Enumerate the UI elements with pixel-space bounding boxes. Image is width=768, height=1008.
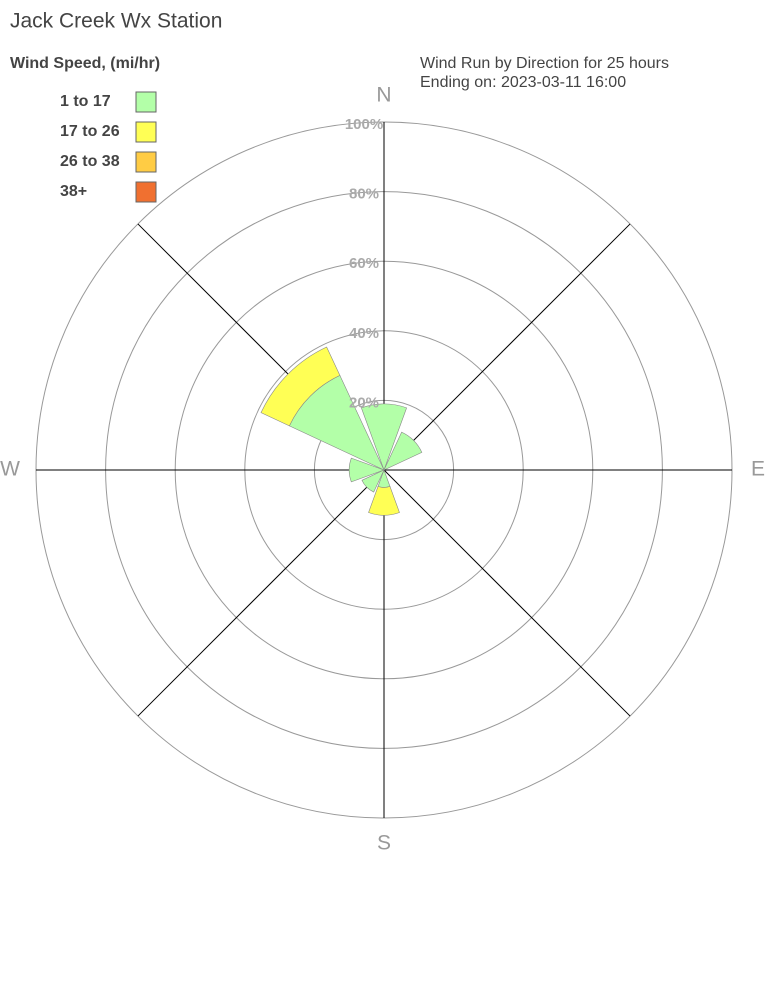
legend-swatch bbox=[135, 121, 157, 143]
legend-label: 17 to 26 bbox=[60, 123, 120, 140]
legend-swatch bbox=[135, 181, 157, 203]
ring-label: 100% bbox=[345, 116, 383, 133]
ring-label: 20% bbox=[349, 394, 379, 411]
subtitle: Wind Run by Direction for 25 hours bbox=[420, 55, 669, 72]
spoke bbox=[383, 469, 631, 717]
spoke bbox=[137, 469, 385, 717]
legend-label: 26 to 38 bbox=[60, 153, 120, 170]
wedge bbox=[348, 457, 385, 483]
direction-label: W bbox=[0, 458, 20, 481]
legend-label: 1 to 17 bbox=[60, 93, 111, 110]
subtitle: Ending on: 2023-03-11 16:00 bbox=[420, 74, 626, 91]
ring-label: 60% bbox=[349, 255, 379, 272]
legend-title: Wind Speed, (mi/hr) bbox=[10, 55, 160, 72]
legend-label: 38+ bbox=[60, 183, 87, 200]
direction-label: E bbox=[751, 458, 765, 481]
chart-title: Jack Creek Wx Station bbox=[10, 10, 222, 33]
ring-label: 40% bbox=[349, 325, 379, 342]
ring-label: 80% bbox=[349, 186, 379, 203]
wedge bbox=[361, 469, 385, 493]
direction-label: S bbox=[377, 832, 391, 855]
legend-swatch bbox=[135, 91, 157, 113]
direction-label: N bbox=[376, 84, 391, 107]
wedge bbox=[368, 485, 400, 516]
spoke bbox=[383, 223, 631, 471]
legend-swatch bbox=[135, 151, 157, 173]
wedge bbox=[361, 403, 407, 471]
